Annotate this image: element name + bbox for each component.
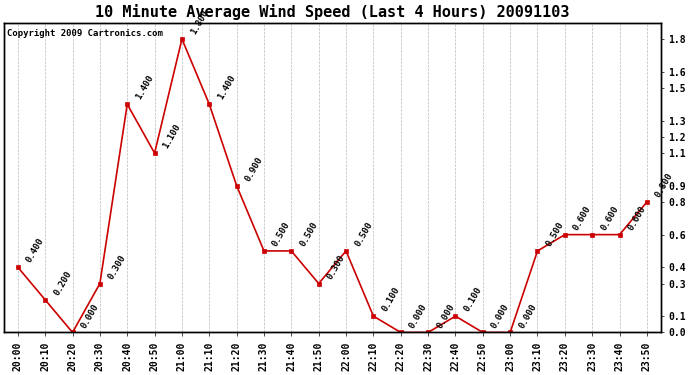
Text: 0.900: 0.900 [244, 155, 265, 183]
Text: 0.600: 0.600 [627, 204, 648, 232]
Text: 0.600: 0.600 [599, 204, 620, 232]
Text: 1.100: 1.100 [161, 123, 183, 150]
Text: 0.400: 0.400 [25, 237, 46, 264]
Text: 1.400: 1.400 [134, 74, 155, 102]
Text: 1.400: 1.400 [216, 74, 237, 102]
Text: 0.100: 0.100 [462, 286, 484, 314]
Text: 0.600: 0.600 [572, 204, 593, 232]
Text: 0.500: 0.500 [271, 220, 292, 248]
Text: 0.300: 0.300 [107, 253, 128, 281]
Text: 0.500: 0.500 [544, 220, 566, 248]
Text: 0.000: 0.000 [408, 302, 429, 330]
Title: 10 Minute Average Wind Speed (Last 4 Hours) 20091103: 10 Minute Average Wind Speed (Last 4 Hou… [95, 4, 570, 20]
Text: Copyright 2009 Cartronics.com: Copyright 2009 Cartronics.com [8, 29, 164, 38]
Text: 0.300: 0.300 [326, 253, 347, 281]
Text: 0.000: 0.000 [490, 302, 511, 330]
Text: 1.800: 1.800 [189, 9, 210, 36]
Text: 0.500: 0.500 [353, 220, 374, 248]
Text: 0.000: 0.000 [517, 302, 538, 330]
Text: 0.800: 0.800 [654, 171, 675, 199]
Text: 0.500: 0.500 [298, 220, 319, 248]
Text: 0.000: 0.000 [435, 302, 456, 330]
Text: 0.100: 0.100 [380, 286, 402, 314]
Text: 0.000: 0.000 [79, 302, 101, 330]
Text: 0.200: 0.200 [52, 269, 73, 297]
